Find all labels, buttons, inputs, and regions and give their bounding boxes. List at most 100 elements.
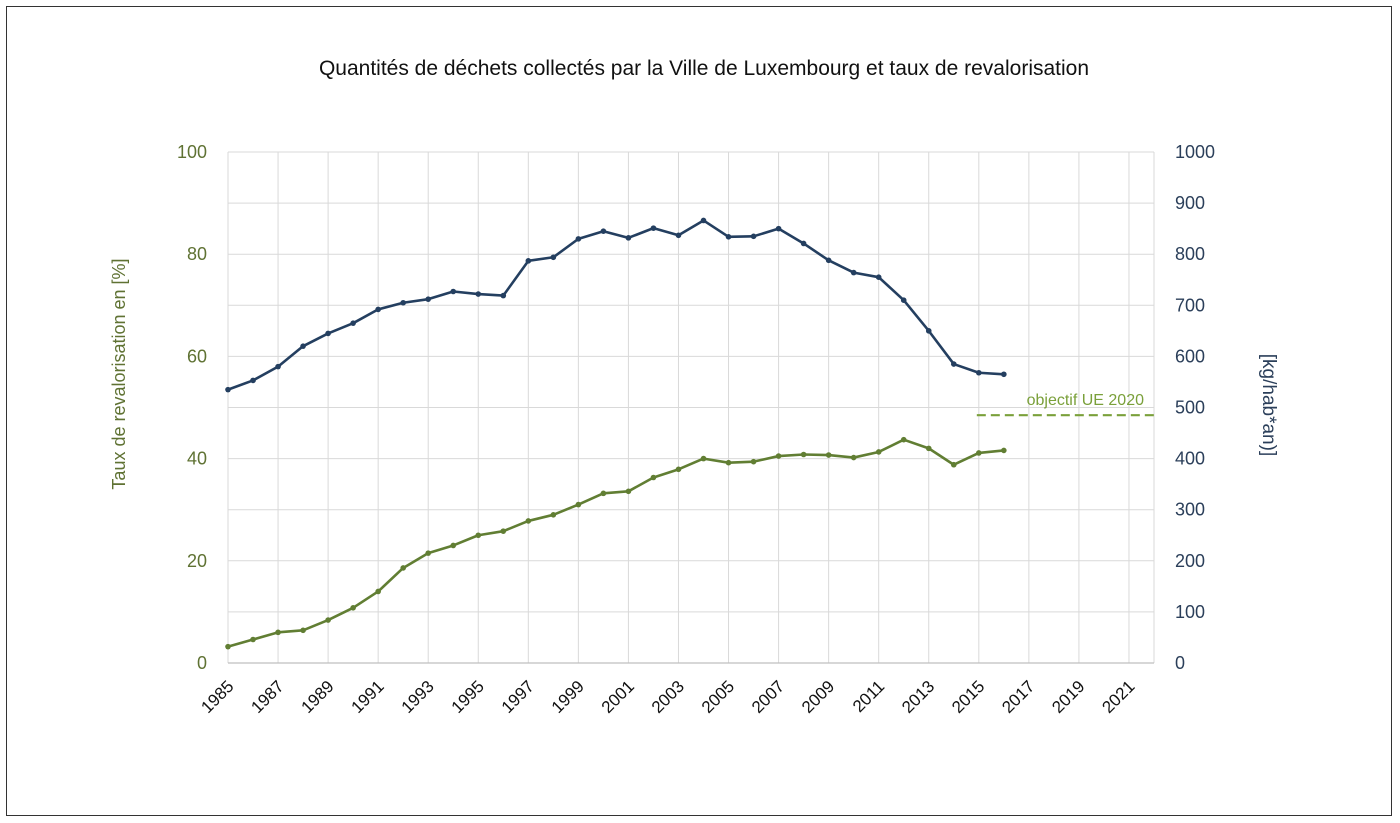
data-point-left — [925, 445, 932, 452]
data-point-right — [300, 343, 306, 349]
data-point-right — [950, 361, 957, 367]
data-point-right — [775, 225, 782, 232]
x-tick-label: 2017 — [998, 677, 1038, 717]
data-point-left — [425, 550, 432, 556]
x-tick-label: 1999 — [548, 677, 588, 717]
data-point-right — [850, 269, 857, 276]
data-point-left — [650, 474, 657, 481]
data-point-left — [675, 466, 682, 473]
x-tick-label: 2013 — [898, 677, 938, 717]
data-point-left — [800, 451, 807, 458]
x-tick-label: 1991 — [348, 677, 388, 717]
data-point-left — [400, 565, 406, 571]
data-point-right — [325, 330, 331, 337]
data-point-left — [950, 461, 957, 468]
data-point-left — [525, 518, 532, 524]
data-point-right — [625, 235, 632, 241]
left-tick-label: 60 — [187, 346, 207, 366]
data-point-left — [375, 588, 381, 595]
x-tick-label: 2015 — [948, 677, 988, 717]
x-tick-label: 2019 — [1048, 677, 1088, 717]
data-point-left — [350, 605, 356, 611]
data-point-right — [425, 296, 432, 302]
right-tick-label: 1000 — [1175, 142, 1215, 162]
left-tick-label: 40 — [187, 449, 207, 469]
right-tick-label: 500 — [1175, 398, 1205, 418]
left-tick-label: 80 — [187, 244, 207, 264]
left-tick-label: 100 — [177, 142, 207, 162]
x-tick-label: 1995 — [448, 677, 488, 717]
x-tick-label: 2011 — [849, 677, 888, 716]
data-point-right — [250, 377, 256, 384]
data-point-right — [700, 217, 707, 224]
x-tick-label: 2001 — [598, 677, 638, 717]
data-point-left — [300, 627, 306, 634]
left-axis-ticks: 0 20 40 60 80 100 — [177, 142, 207, 673]
data-point-left — [275, 629, 281, 636]
data-point-left — [500, 528, 507, 534]
reference-line-group: objectif UE 2020 — [976, 392, 1154, 417]
series-line-left — [227, 438, 1004, 648]
x-tick-label: 1987 — [247, 677, 287, 717]
right-axis-ticks: 0 100 200 300 400 500 600 700 800 900 1000 — [1175, 142, 1215, 673]
right-tick-label: 200 — [1175, 551, 1205, 571]
series-line-right — [227, 219, 1004, 391]
x-tick-label: 1993 — [398, 677, 438, 717]
x-tick-label: 1989 — [298, 677, 338, 717]
x-tick-label: 1997 — [498, 677, 538, 717]
data-point-left — [225, 643, 231, 650]
x-tick-label: 2007 — [748, 677, 788, 717]
x-tick-label: 1985 — [197, 677, 237, 717]
data-point-left — [625, 488, 632, 495]
right-tick-label: 400 — [1175, 449, 1205, 469]
data-point-right — [900, 297, 907, 303]
data-point-right — [725, 234, 732, 240]
data-point-right — [1001, 371, 1007, 378]
data-point-left — [825, 452, 832, 458]
data-point-left — [976, 450, 982, 456]
data-point-left — [875, 449, 882, 455]
data-point-left — [600, 490, 607, 497]
gridlines — [227, 151, 1155, 664]
data-point-right — [650, 225, 657, 231]
data-point-right — [750, 233, 757, 240]
chart-frame: Quantités de déchets collectés par la Vi… — [6, 6, 1392, 816]
right-tick-label: 900 — [1175, 193, 1205, 213]
data-point-left — [325, 617, 331, 623]
x-tick-label: 2021 — [1098, 677, 1138, 717]
data-point-right — [976, 369, 982, 376]
right-tick-label: 100 — [1175, 602, 1205, 622]
data-point-right — [875, 274, 882, 280]
data-point-right — [800, 240, 807, 247]
data-point-right — [225, 386, 231, 393]
right-tick-label: 700 — [1175, 295, 1205, 315]
right-axis-label: [kg/hab*an)] — [1258, 354, 1279, 456]
chart-svg: Quantités de déchets collectés par la Vi… — [109, 57, 1279, 717]
data-point-right — [825, 257, 832, 264]
x-axis-ticks: 1985 1987 1989 1991 1993 1995 1997 1999 2001 2003… — [197, 677, 1138, 717]
data-point-left — [725, 459, 732, 466]
left-tick-label: 0 — [197, 653, 207, 673]
chart-title: Quantités de déchets collectés par la Vi… — [319, 57, 1089, 80]
data-point-right — [575, 236, 582, 242]
data-point-right — [600, 228, 607, 235]
data-point-right — [525, 258, 532, 264]
data-point-left — [475, 532, 482, 539]
left-axis-label: Taux de revalorisation en [%] — [109, 258, 129, 489]
x-tick-label: 2005 — [698, 677, 738, 717]
data-point-left — [900, 436, 907, 443]
data-point-right — [925, 328, 932, 334]
data-point-right — [675, 232, 682, 239]
x-tick-label: 2003 — [648, 677, 688, 717]
data-point-right — [350, 320, 356, 326]
data-point-left — [450, 542, 457, 549]
data-point-left — [550, 512, 557, 518]
data-point-left — [775, 453, 782, 459]
data-point-left — [750, 458, 757, 465]
data-point-left — [700, 455, 707, 462]
data-point-left — [1001, 447, 1007, 454]
data-point-left — [250, 636, 256, 643]
data-point-right — [400, 299, 406, 306]
reference-line-label: objectif UE 2020 — [1027, 392, 1145, 409]
data-point-right — [375, 306, 381, 313]
